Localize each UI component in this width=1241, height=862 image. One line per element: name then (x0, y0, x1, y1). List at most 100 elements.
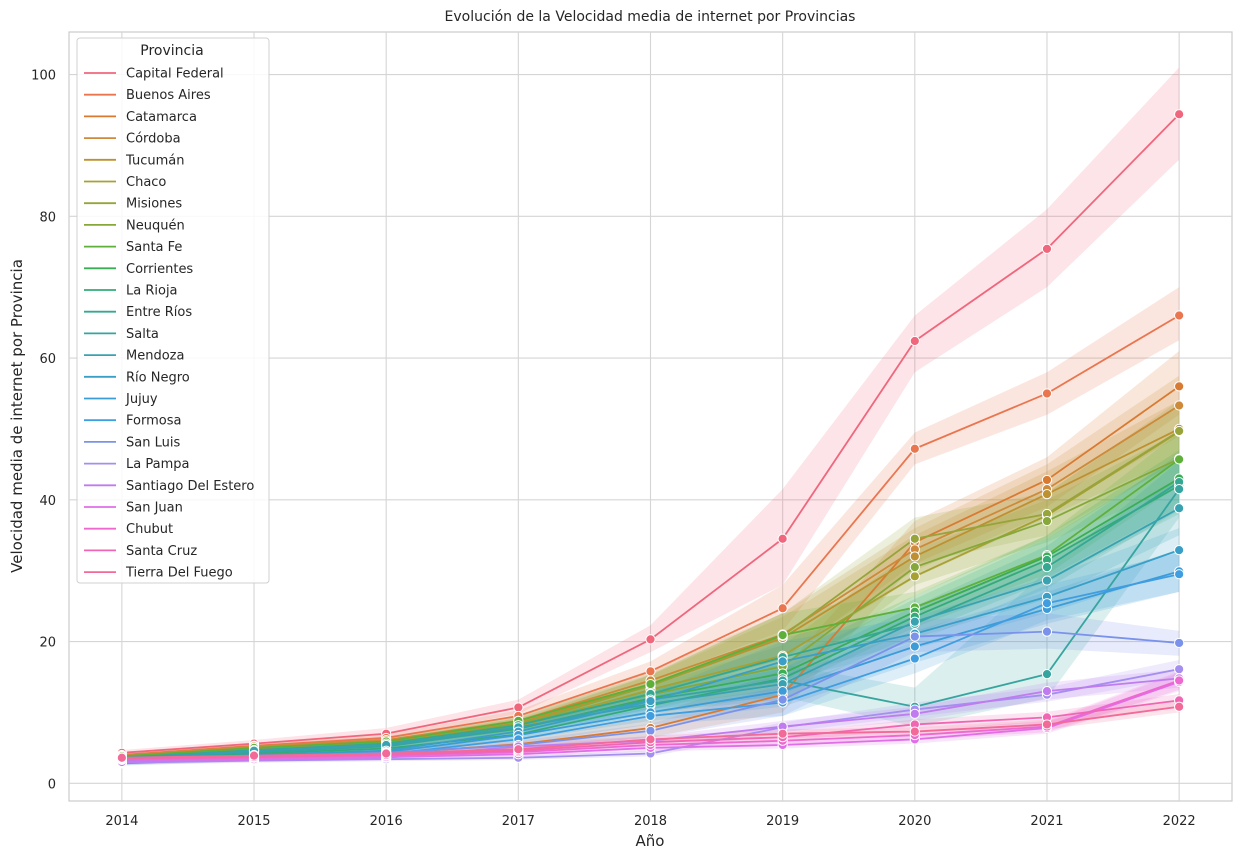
legend-box (76, 37, 270, 584)
data-point (777, 686, 788, 697)
y-tick-label: 60 (39, 352, 56, 367)
x-tick-label: 2018 (634, 814, 667, 829)
legend-label: Neuquén (126, 218, 185, 233)
data-point (248, 750, 260, 761)
legend-title: Provincia (140, 43, 203, 59)
data-point (645, 725, 656, 736)
x-tick-label: 2015 (237, 814, 270, 829)
legend-label: Corrientes (126, 262, 193, 277)
legend-label: Misiones (126, 197, 182, 212)
legend-label: Catamarca (126, 110, 197, 125)
legend-label: Capital Federal (126, 67, 224, 82)
data-point (1174, 545, 1185, 556)
x-tick-label: 2017 (502, 814, 535, 829)
data-point (1174, 569, 1185, 580)
data-point (1174, 425, 1185, 437)
data-point (1174, 454, 1185, 465)
data-point (645, 695, 656, 707)
data-point (909, 641, 920, 652)
data-point (1041, 669, 1053, 680)
data-point (1041, 388, 1053, 399)
data-point (1041, 515, 1053, 527)
data-point (1174, 675, 1185, 686)
legend-label: Formosa (126, 414, 181, 429)
legend-label: Jujuy (125, 392, 158, 407)
data-point (645, 666, 656, 677)
data-point (1041, 489, 1053, 500)
legend-label: Buenos Aires (126, 88, 211, 103)
y-tick-label: 40 (39, 494, 56, 509)
legend-label: Entre Ríos (126, 305, 192, 320)
data-point (909, 708, 920, 719)
data-point (909, 551, 920, 562)
y-axis-label: Velocidad media de internet por Provinci… (8, 259, 26, 573)
data-point (1041, 626, 1053, 637)
data-point (909, 443, 920, 454)
legend: Provincia Capital Federal Buenos Aires Cat… (76, 37, 270, 584)
legend-label: Salta (126, 327, 159, 342)
data-point (1041, 686, 1053, 697)
data-point (1174, 664, 1185, 675)
data-point (1174, 381, 1185, 392)
data-point (1174, 400, 1185, 411)
x-axis-label: Año (636, 832, 665, 850)
data-point (513, 702, 524, 713)
data-point (1174, 503, 1185, 514)
data-point (1174, 484, 1185, 495)
data-point (777, 630, 788, 641)
data-point (1174, 109, 1185, 120)
legend-label: Tierra Del Fuego (125, 566, 233, 581)
data-point (909, 616, 920, 627)
legend-label: Santa Fe (126, 240, 182, 255)
data-point (1041, 719, 1053, 730)
series-markers (116, 109, 1185, 769)
chart-title: Evolución de la Velocidad media de inter… (445, 9, 856, 25)
legend-label: San Juan (126, 501, 183, 516)
legend-label: San Luis (126, 435, 180, 450)
data-point (645, 710, 656, 722)
data-point (1041, 474, 1053, 486)
legend-label: Mendoza (126, 349, 184, 364)
y-tick-label: 0 (48, 777, 56, 792)
x-tick-label: 2019 (766, 814, 799, 829)
legend-label: Santiago Del Estero (126, 479, 254, 494)
confidence-band (121, 287, 1180, 758)
legend-label: Santa Cruz (126, 544, 197, 559)
legend-label: La Rioja (126, 284, 178, 299)
data-point (777, 694, 788, 705)
x-tick-label: 2020 (898, 814, 931, 829)
x-axis-ticks: 2014 2015 2016 2017 2018 2019 2020 2021 2022 (105, 814, 1195, 829)
data-point (1041, 598, 1053, 609)
data-point (909, 631, 920, 642)
legend-label: Tucumán (125, 153, 184, 168)
data-point (1041, 243, 1053, 254)
x-tick-label: 2022 (1163, 814, 1196, 829)
x-tick-label: 2021 (1030, 814, 1063, 829)
data-point (1174, 701, 1185, 712)
y-tick-label: 100 (31, 69, 56, 84)
data-point (645, 678, 656, 690)
data-point (116, 752, 127, 763)
data-point (777, 728, 788, 739)
legend-label: Río Negro (126, 370, 190, 385)
legend-label: Chubut (126, 522, 173, 537)
data-point (1041, 562, 1053, 573)
data-point (909, 335, 920, 347)
legend-label: Córdoba (126, 132, 181, 147)
data-point (645, 634, 656, 645)
data-point (777, 603, 788, 614)
y-axis-ticks: 0 20 40 60 80 100 (31, 69, 56, 793)
data-point (381, 748, 392, 759)
data-point (909, 571, 920, 582)
data-point (909, 533, 920, 544)
data-point (909, 653, 920, 664)
data-point (777, 656, 788, 667)
data-point (777, 533, 788, 544)
legend-items: Capital Federal Buenos Aires Catamarca Córd… (84, 67, 254, 581)
y-tick-label: 20 (39, 636, 56, 651)
data-point (645, 734, 656, 745)
data-point (513, 744, 524, 755)
x-tick-label: 2016 (370, 814, 403, 829)
